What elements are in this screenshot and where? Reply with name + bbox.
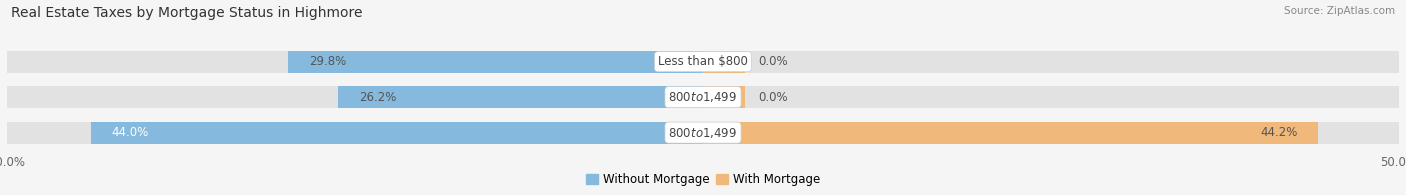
Bar [703, 86, 745, 108]
Text: 44.0%: 44.0% [111, 126, 149, 139]
Bar [703, 51, 745, 73]
Text: 0.0%: 0.0% [759, 91, 789, 104]
Bar [288, 51, 703, 73]
Legend: Without Mortgage, With Mortgage: Without Mortgage, With Mortgage [581, 168, 825, 191]
Text: 26.2%: 26.2% [359, 91, 396, 104]
Text: $800 to $1,499: $800 to $1,499 [668, 126, 738, 140]
Bar [7, 122, 1399, 144]
Text: Less than $800: Less than $800 [658, 55, 748, 68]
Text: $800 to $1,499: $800 to $1,499 [668, 90, 738, 104]
Text: Real Estate Taxes by Mortgage Status in Highmore: Real Estate Taxes by Mortgage Status in … [11, 6, 363, 20]
Text: 44.2%: 44.2% [1260, 126, 1298, 139]
Bar [339, 86, 703, 108]
Bar [90, 122, 703, 144]
Text: 29.8%: 29.8% [309, 55, 346, 68]
Bar [7, 51, 1399, 73]
Text: 0.0%: 0.0% [759, 55, 789, 68]
Text: Source: ZipAtlas.com: Source: ZipAtlas.com [1284, 6, 1395, 16]
Bar [703, 122, 1319, 144]
Bar [7, 86, 1399, 108]
